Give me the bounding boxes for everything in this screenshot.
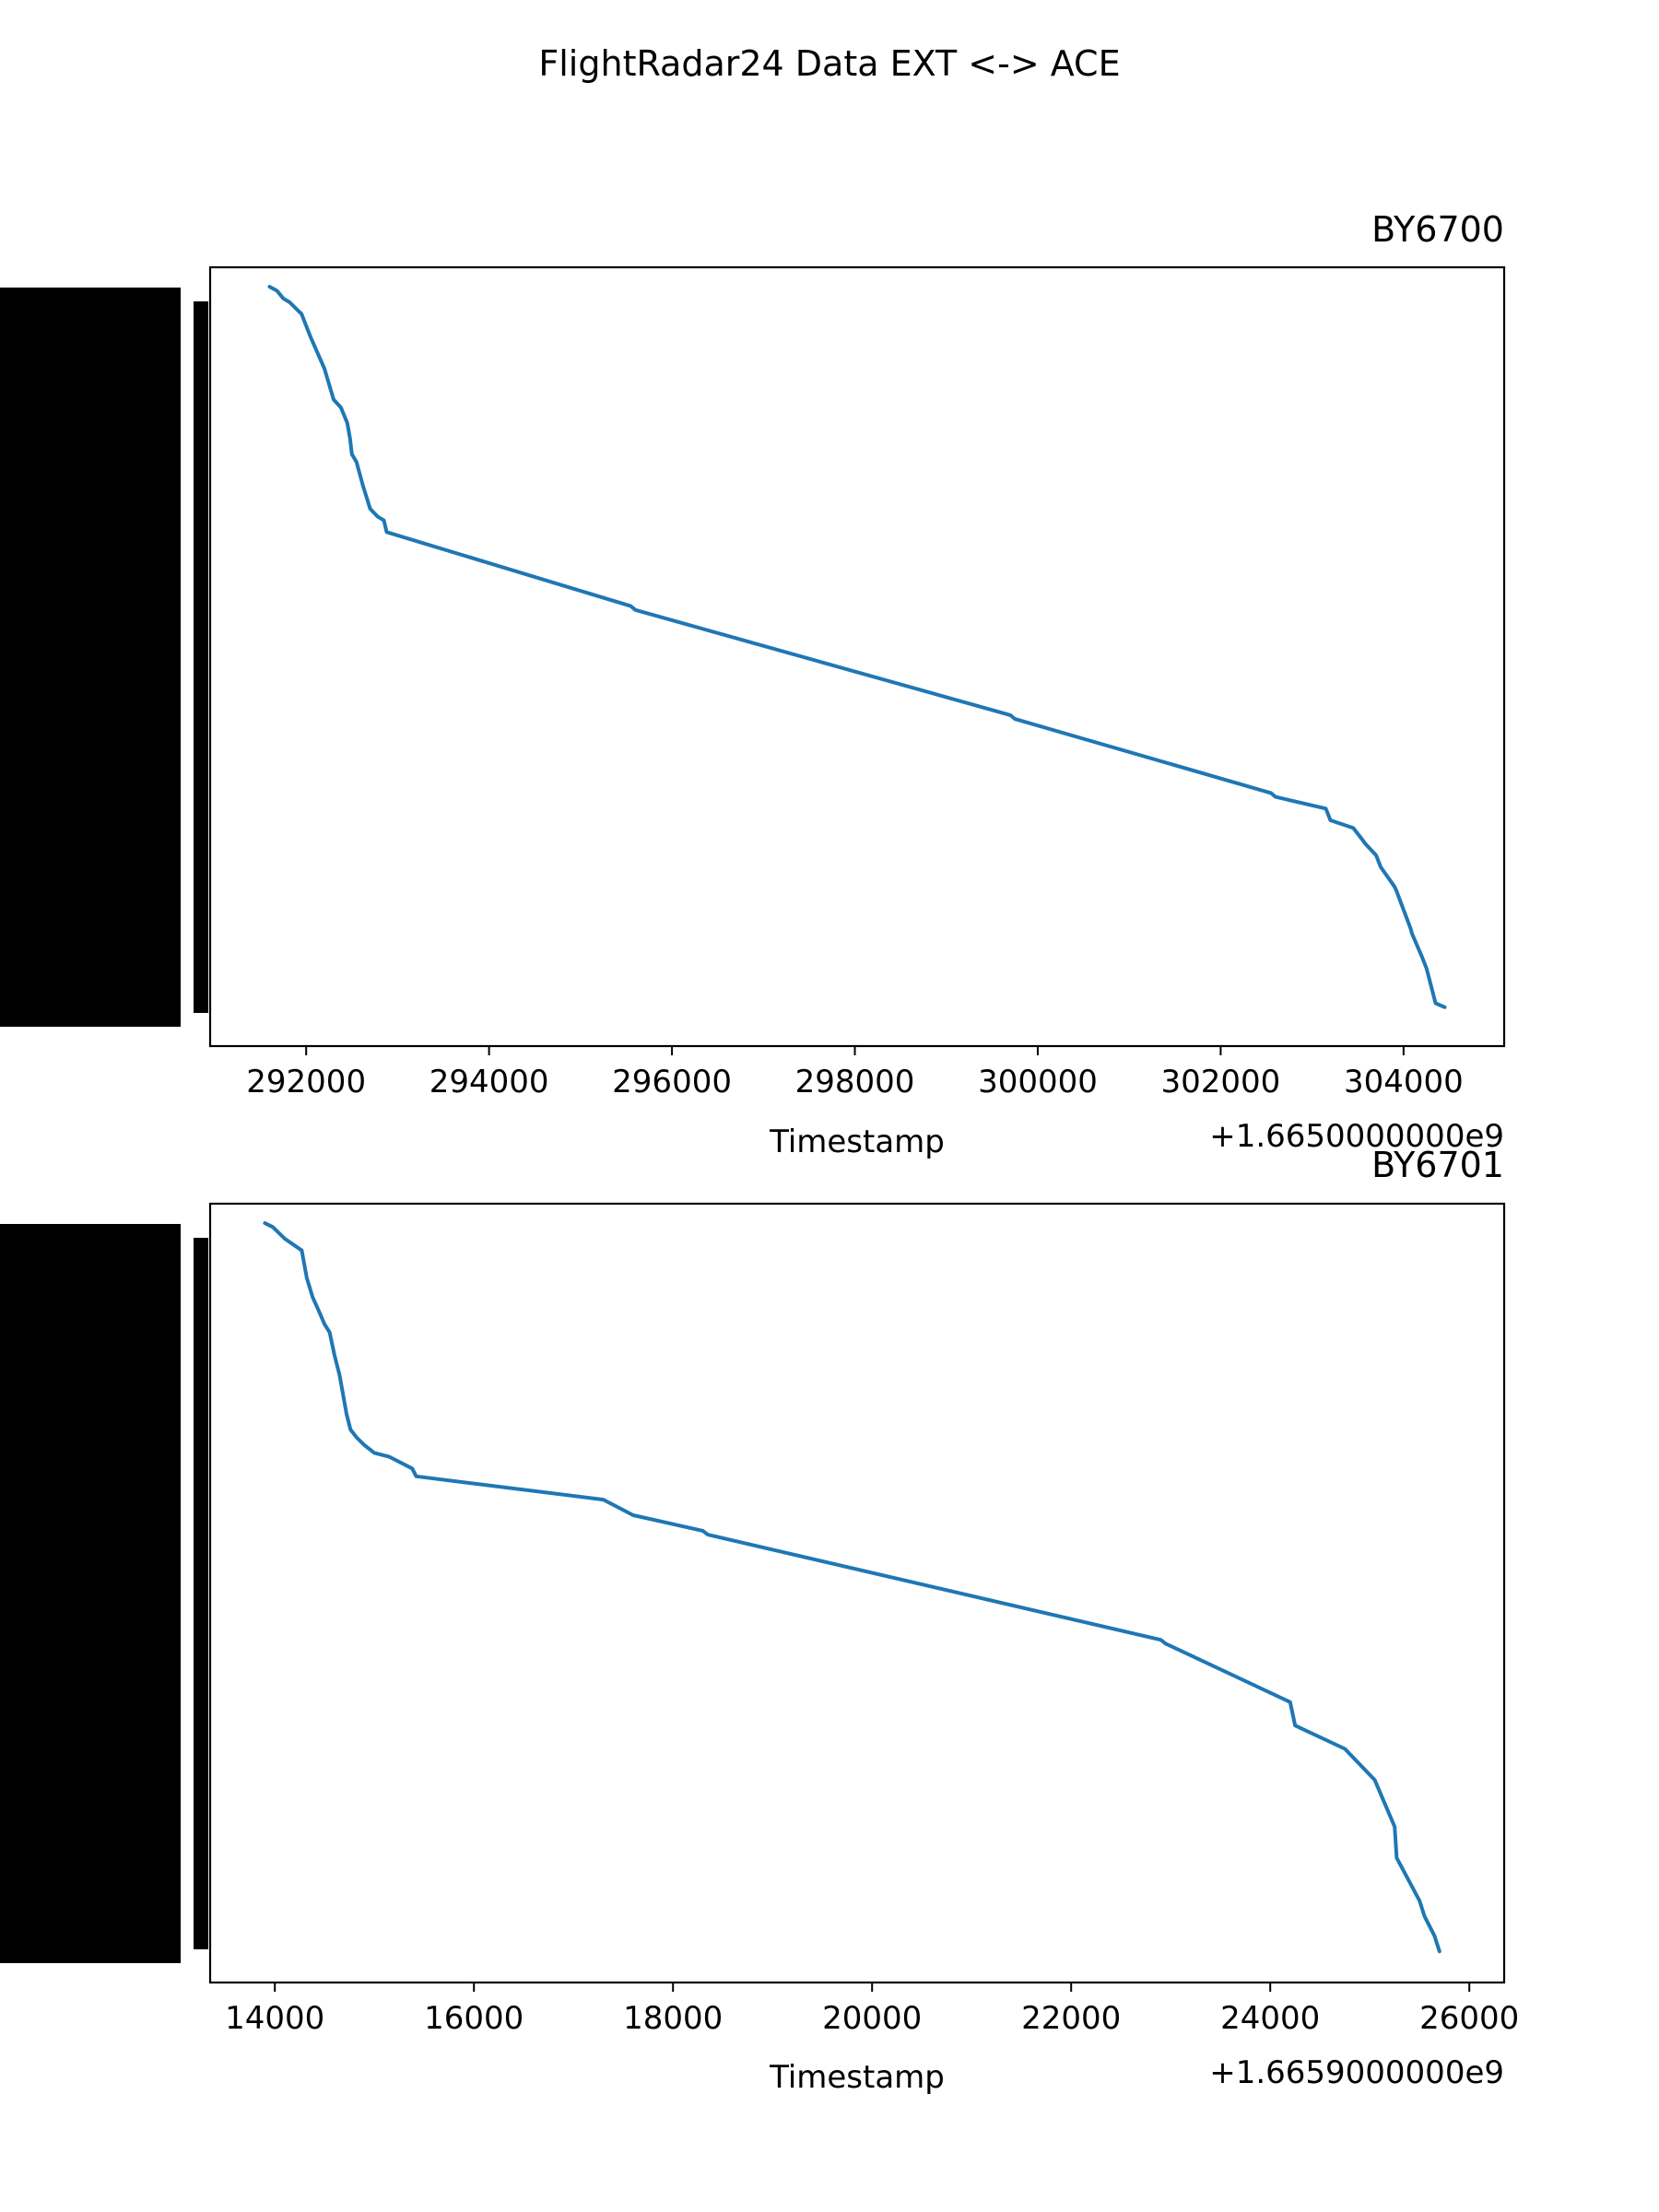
x-tick-label: 296000 xyxy=(612,1064,732,1100)
x-axis-label: Timestamp xyxy=(769,1124,945,1160)
y-tick-label-band xyxy=(0,1224,208,1963)
subplot-title: BY6701 xyxy=(1371,1145,1504,1185)
y-tick-labels-obscured xyxy=(0,1224,181,1963)
y-tick-marks-dense xyxy=(194,301,208,1013)
x-tick-label: 292000 xyxy=(246,1064,366,1100)
x-axis-offset: +1.6650000000e9 xyxy=(1209,1118,1504,1155)
subplot-by6701: BY6701 14000 16000 18000 20000 22000 24000 260… xyxy=(0,1145,1519,2096)
figure-suptitle: FlightRadar24 Data EXT <-> ACE xyxy=(538,43,1120,84)
axes-frame xyxy=(208,265,1506,1048)
plot-area xyxy=(208,265,1506,1048)
x-axis-ticks: 14000 16000 18000 20000 22000 24000 26000 xyxy=(225,1983,1519,2037)
x-tick-label: 20000 xyxy=(822,2000,922,2037)
series-line xyxy=(263,1221,1441,1954)
x-tick-label: 22000 xyxy=(1021,2000,1121,2037)
x-tick-label: 300000 xyxy=(978,1064,1098,1100)
x-tick-label: 294000 xyxy=(429,1064,549,1100)
x-tick-label: 298000 xyxy=(795,1064,915,1100)
plot-area xyxy=(208,1202,1506,1984)
subplot-by6700: BY6700 292000 294000 296000 298000 300000 302… xyxy=(0,209,1506,1160)
series-line xyxy=(267,285,1447,1009)
x-tick-label: 304000 xyxy=(1344,1064,1464,1100)
x-tick-label: 14000 xyxy=(225,2000,324,2037)
x-tick-label: 26000 xyxy=(1419,2000,1519,2037)
x-tick-label: 302000 xyxy=(1161,1064,1281,1100)
axes-frame xyxy=(208,1202,1506,1984)
x-tick-label: 16000 xyxy=(424,2000,524,2037)
x-axis-offset: +1.6659000000e9 xyxy=(1209,2054,1504,2091)
y-tick-labels-obscured xyxy=(0,288,181,1027)
x-axis-ticks: 292000 294000 296000 298000 300000 302000 3040… xyxy=(246,1046,1464,1100)
y-tick-marks-dense xyxy=(194,1238,208,1949)
x-tick-label: 24000 xyxy=(1220,2000,1320,2037)
subplot-title: BY6700 xyxy=(1371,209,1504,250)
x-tick-label: 18000 xyxy=(623,2000,723,2037)
y-tick-label-band xyxy=(0,288,208,1027)
x-axis-label: Timestamp xyxy=(769,2059,945,2096)
